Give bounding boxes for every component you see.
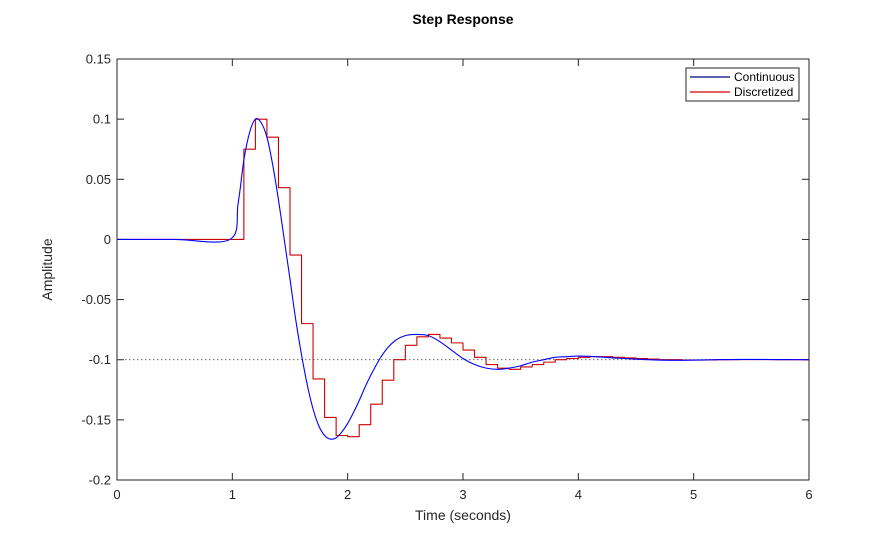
series-line-continuous [116, 118, 810, 440]
y-tick-label: 0.1 [93, 112, 111, 127]
y-tick-label: -0.15 [81, 412, 111, 427]
x-tick-label: 2 [344, 487, 351, 502]
y-tick-label: -0.05 [81, 292, 111, 307]
y-axis-label: Amplitude [39, 238, 55, 300]
y-tick-label: -0.2 [89, 473, 111, 488]
series-line-discretized [117, 118, 809, 438]
series-layer [116, 118, 810, 440]
x-tick-label: 6 [805, 487, 812, 502]
y-tick-label: 0 [104, 232, 111, 247]
y-tick-label: 0.15 [86, 52, 111, 67]
legend-label-discretized: Discretized [734, 85, 793, 99]
x-tick-label: 5 [690, 487, 697, 502]
x-axis-label: Time (seconds) [415, 507, 511, 523]
ticks-layer: 0 1 2 3 4 5 6 0.15 0.1 0.05 0 -0.05 -0.1 -0.15 -0.2 [81, 52, 812, 503]
axes-box [116, 58, 810, 481]
y-tick-label: 0.05 [86, 172, 111, 187]
legend-box [685, 67, 800, 102]
plot-area [117, 59, 809, 480]
x-tick-label: 4 [575, 487, 582, 502]
x-tick-label: 0 [113, 487, 120, 502]
chart-title: Step Response [412, 11, 513, 27]
x-tick-label: 1 [229, 487, 236, 502]
x-tick-label: 3 [459, 487, 466, 502]
legend-label-continuous: Continuous [734, 70, 795, 84]
legend: Continuous Discretized [685, 67, 800, 102]
y-tick-label: -0.1 [89, 352, 111, 367]
